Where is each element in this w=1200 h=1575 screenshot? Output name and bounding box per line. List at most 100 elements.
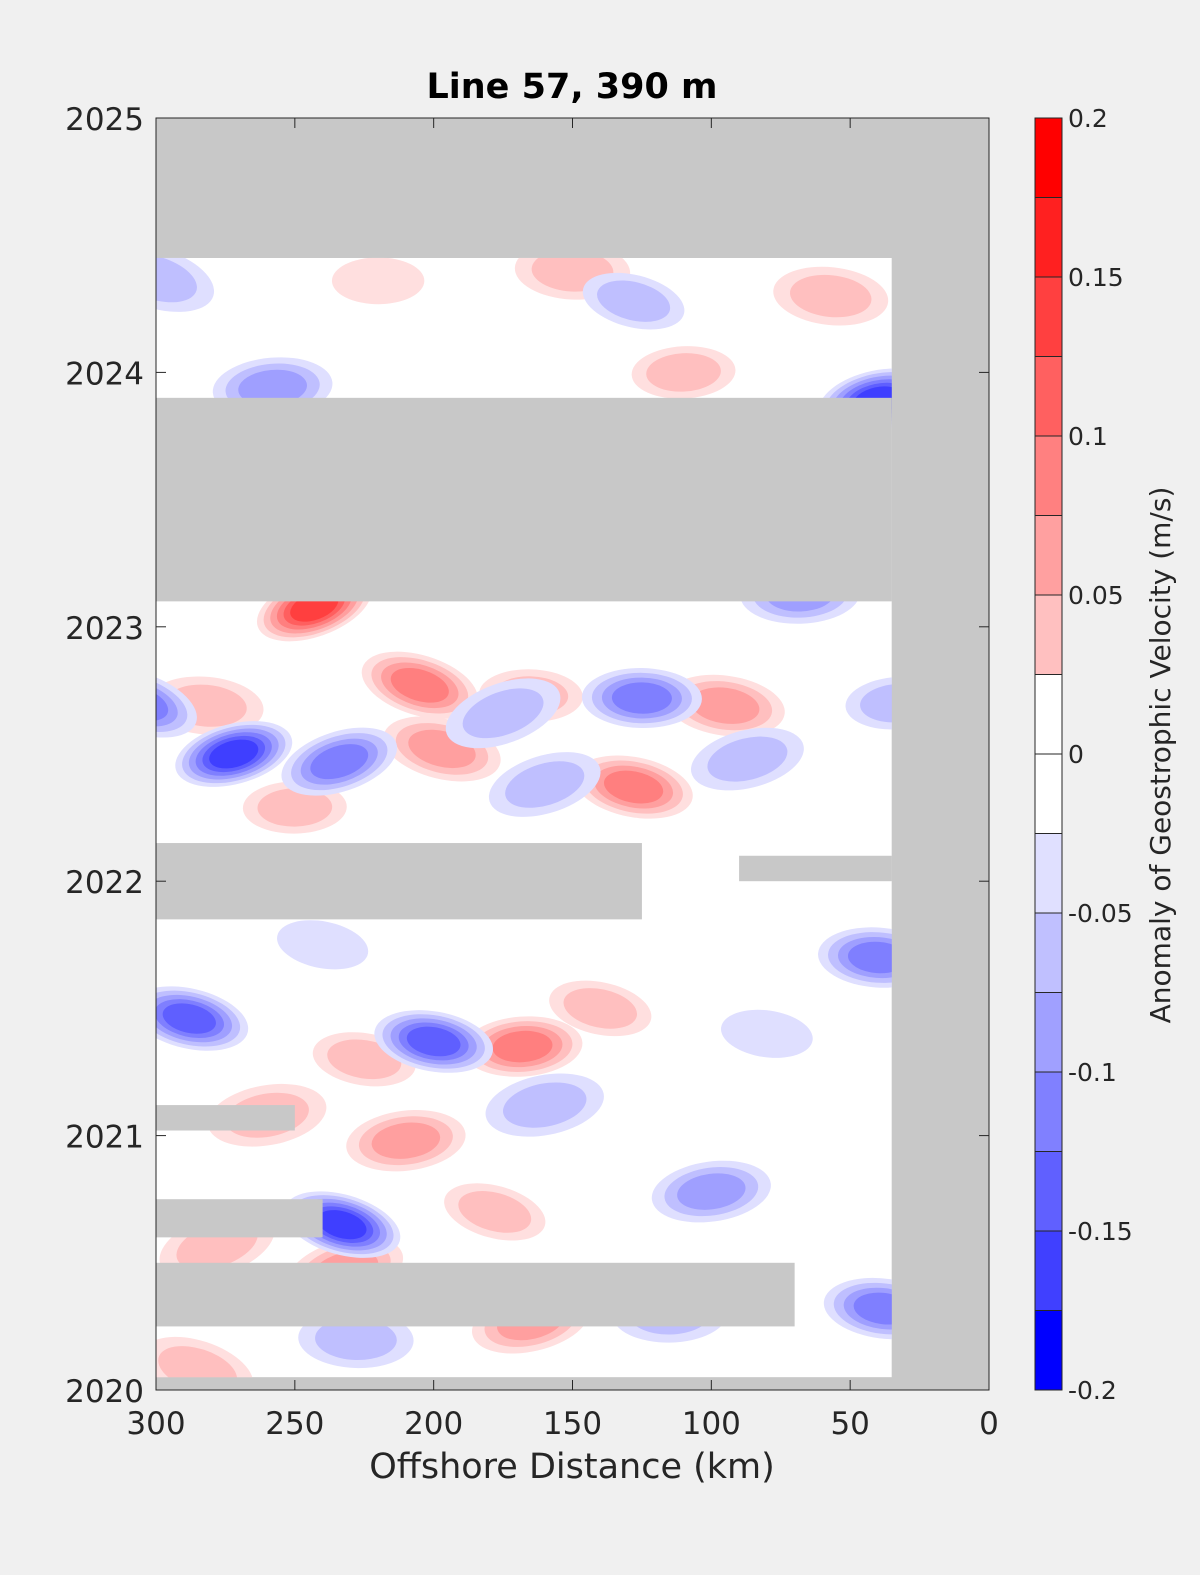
colorbar-segment [1035,436,1062,516]
anomaly-blob [277,920,369,970]
anomaly-contour-level [371,1122,441,1159]
anomaly-contour-level [331,257,425,305]
colorbar-frame [1034,117,1063,1391]
colorbar-segment [1035,118,1062,198]
x-tick-label: 250 [265,1406,324,1442]
colorbar-tick-label: -0.05 [1068,899,1133,928]
anomaly-contour-level [209,739,259,769]
anomaly-blob [631,346,736,399]
colorbar-segment [1035,674,1062,754]
x-tick-label: 200 [404,1406,463,1442]
no-data-gap [156,1199,323,1238]
anomaly-contour-level [310,744,369,780]
anomaly-blob [574,755,693,819]
anomaly-blob [462,1016,583,1077]
colorbar-segment [1035,992,1062,1072]
y-tick-label: 2025 [65,102,144,138]
anomaly-blob [721,1009,813,1058]
anomaly-blob [374,1010,493,1073]
anomaly-blob [582,272,685,330]
anomaly-blob [773,266,889,326]
anomaly-contour-level [162,1003,216,1034]
anomaly-blob [156,244,215,312]
anomaly-contour-level [238,369,307,406]
anomaly-contour-level [503,1082,587,1128]
anomaly-contour-level [462,688,544,739]
no-data-gap [739,855,892,882]
anomaly-contour-level [563,988,638,1029]
x-tick-label: 50 [830,1406,869,1442]
anomaly-contour-level [721,1009,813,1058]
colorbar-tick-label: 0.1 [1068,422,1108,451]
y-tick-label: 2021 [65,1120,144,1156]
colorbar-tick-label: 0.15 [1068,263,1124,292]
no-data-gap [156,843,642,920]
anomaly-contour-level [790,274,872,318]
anomaly-blob [331,257,425,305]
anomaly-contour-level [646,353,721,392]
colorbar-tick-label: -0.2 [1068,1376,1117,1405]
anomaly-contour-level [315,1318,397,1361]
anomaly-contour-level [505,761,585,808]
colorbar-segment [1035,356,1062,436]
colorbar-tick-label: -0.1 [1068,1058,1117,1087]
colorbar-label: Anomaly of Geostrophic Velocity (m/s) [1144,487,1177,1024]
anomaly-blob [445,678,561,749]
anomaly-contour-level [603,770,664,804]
colorbar-segment [1035,833,1062,913]
axes: 300 250 200 150 100 50 0 2020 2021 2022 2023 2024 20… [65,102,999,1442]
no-data-nearshore [891,118,989,1390]
anomaly-blob [581,668,702,729]
colorbar: 0.2 0.15 0.1 0.05 0 -0.05 -0.1 -0.15 -0.2 [1034,104,1133,1405]
no-data-top [156,118,989,258]
anomaly-blob [156,668,197,738]
anomaly-blob [549,980,652,1037]
anomaly-contour-level [317,1210,367,1240]
colorbar-segment [1035,1072,1062,1152]
no-data-gap [156,1262,795,1327]
colorbar-tick-label: 0.05 [1068,581,1124,610]
y-tick-label: 2024 [65,356,144,392]
anomaly-contour-level [677,1173,746,1210]
anomaly-contour-level [691,687,760,724]
y-tick-label: 2022 [65,865,144,901]
anomaly-blob [175,721,293,787]
anomaly-contour-level [257,788,333,827]
colorbar-segment [1035,515,1062,595]
plot-area [156,118,989,1390]
x-tick-label: 300 [126,1406,185,1442]
x-tick-label: 150 [543,1406,602,1442]
no-data-gap [156,1105,295,1131]
colorbar-tick-label: 0.2 [1068,104,1108,133]
anomaly-contour-level [458,1191,532,1233]
colorbar-segment [1035,913,1062,993]
x-tick-label: 100 [682,1406,741,1442]
anomaly-blob [156,986,249,1051]
anomaly-contour-level [707,736,788,782]
anomaly-contour-level [597,280,671,322]
anomaly-blob [651,1160,771,1223]
colorbar-tick-label: -0.15 [1068,1217,1133,1246]
y-tick-label: 2020 [65,1374,144,1410]
anomaly-contour-level [277,920,369,970]
colorbar-segment [1035,1231,1062,1311]
anomaly-contour-level [492,1030,553,1063]
anomaly-blob [488,752,601,817]
colorbar-segment [1035,277,1062,357]
x-tick-label: 0 [979,1406,999,1442]
y-tick-label: 2023 [65,611,144,647]
colorbar-segment [1035,1151,1062,1231]
anomaly-blob [361,651,478,719]
anomaly-blob [444,1183,546,1241]
anomaly-contour-level [156,254,197,303]
colorbar-segment [1035,197,1062,277]
chart-title: Line 57, 390 m [426,67,717,107]
colorbar-segment [1035,1310,1062,1390]
colorbar-tick-label: 0 [1068,740,1084,769]
colorbar-segment [1035,595,1062,675]
anomaly-blob [346,1110,466,1172]
anomaly-contour-level [406,1026,461,1057]
anomaly-contour-level [390,667,449,703]
x-axis-label: Offshore Distance (km) [369,1447,775,1487]
